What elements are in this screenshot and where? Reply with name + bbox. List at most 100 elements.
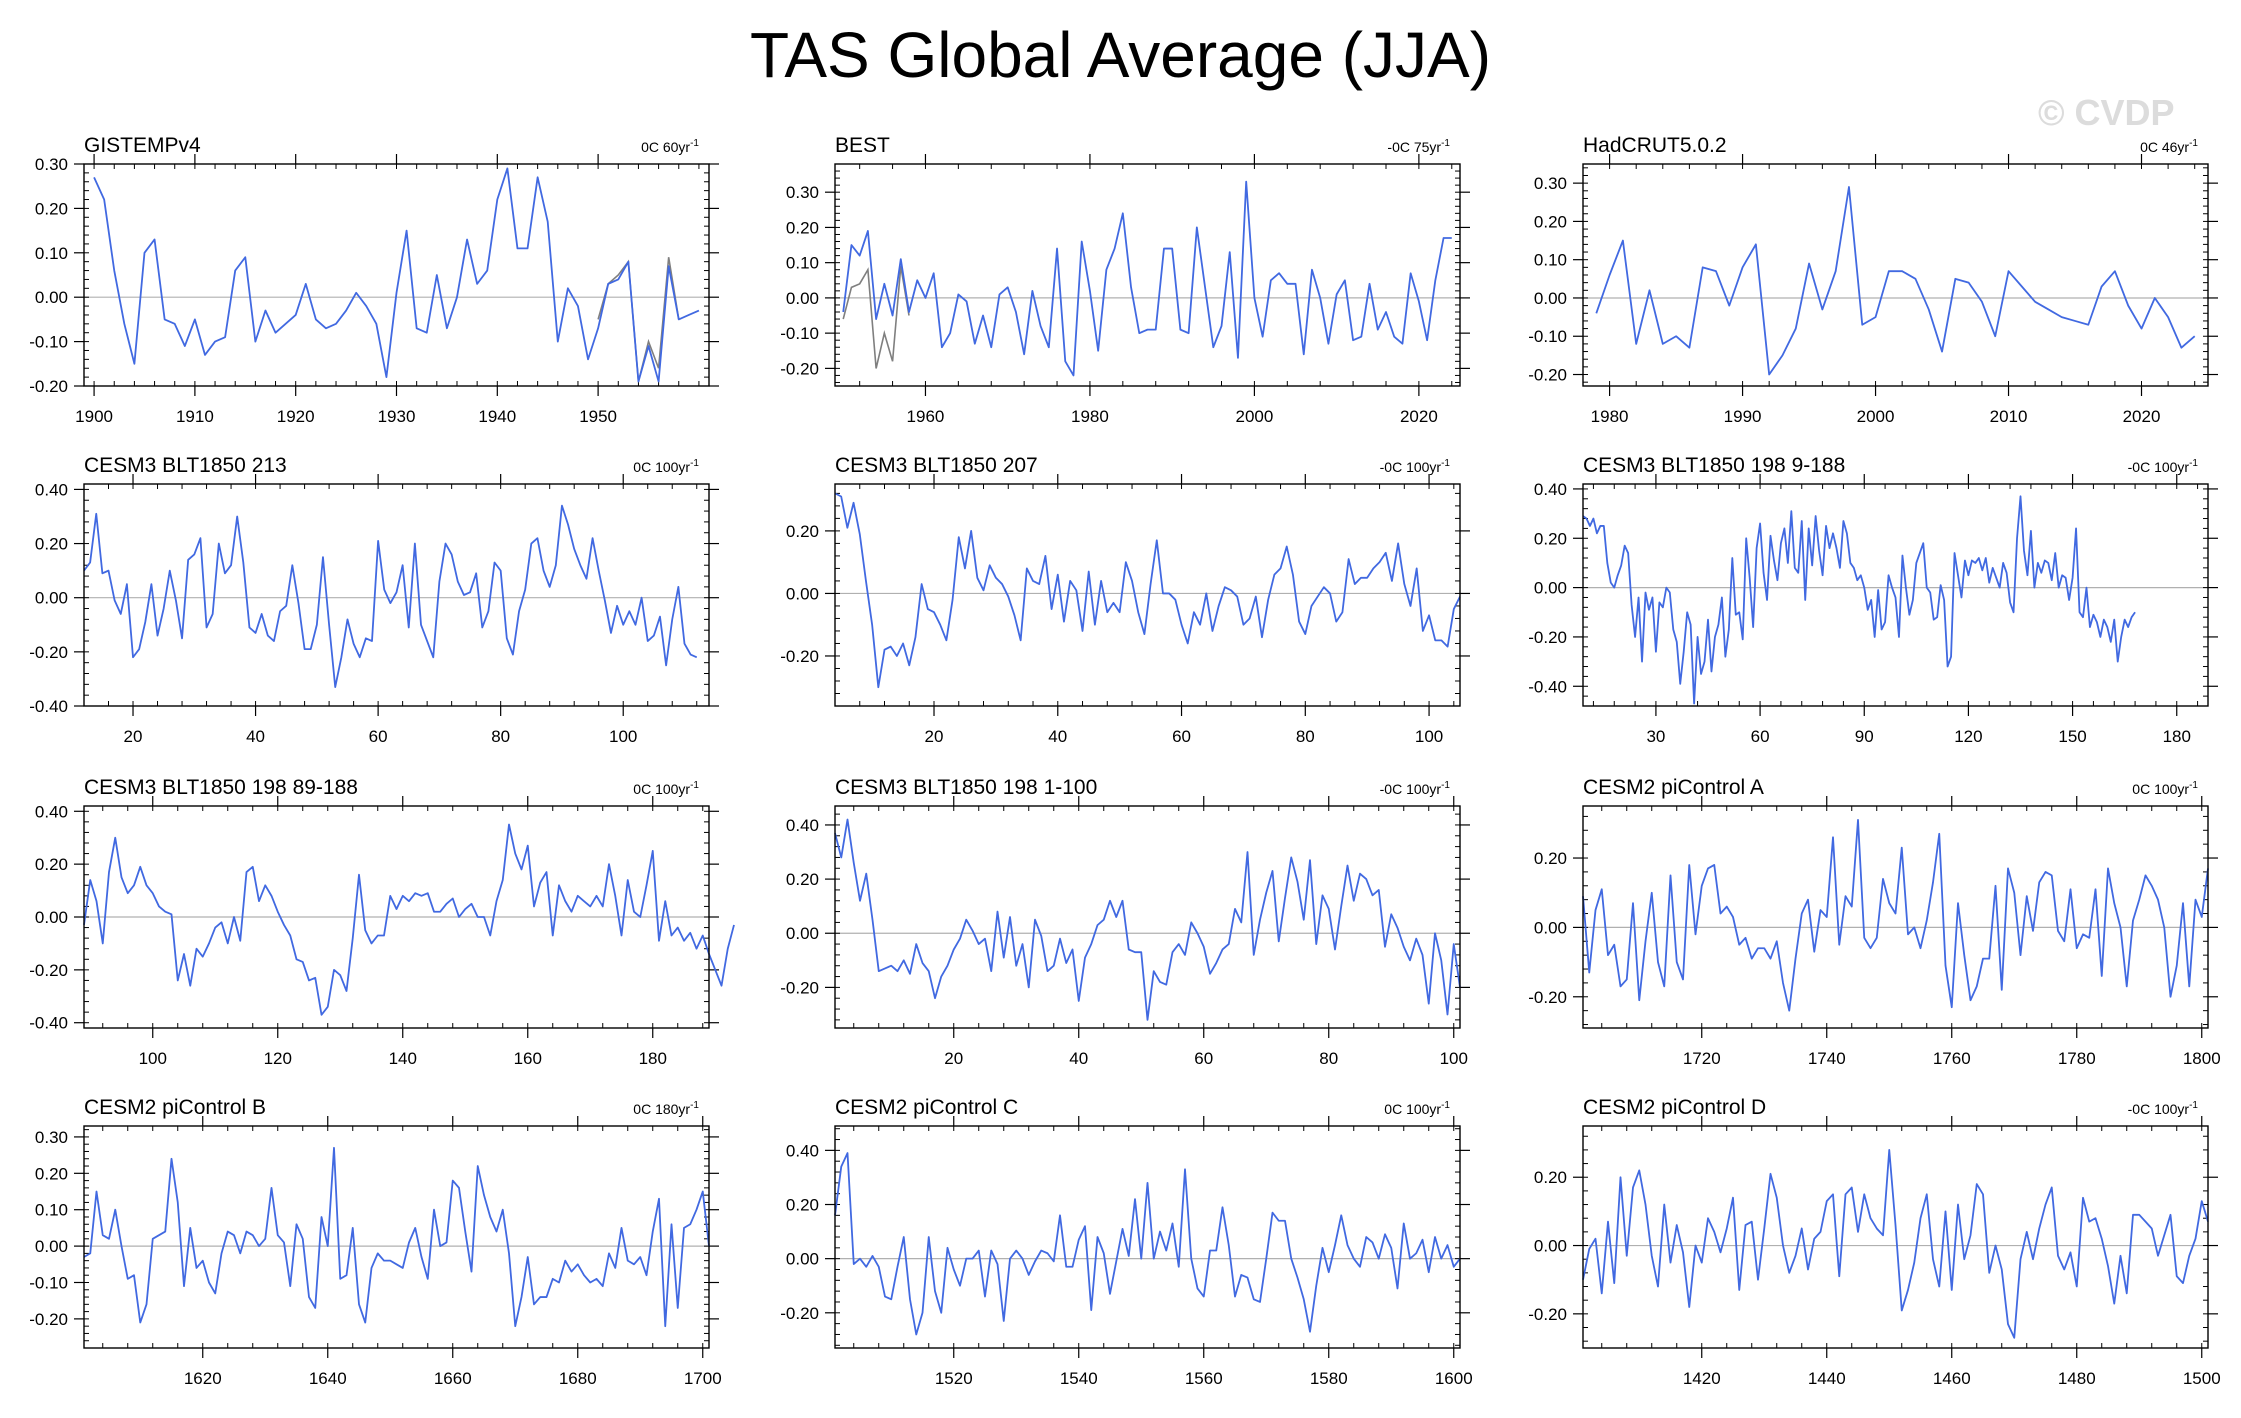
y-tick-label: 0.20 <box>35 855 68 874</box>
y-tick-label: -0.10 <box>780 324 819 343</box>
y-tick-label: 0.00 <box>35 1237 68 1256</box>
y-tick-label: -0.20 <box>780 978 819 997</box>
x-tick-label: 1920 <box>277 407 315 426</box>
x-tick-label: 60 <box>1194 1049 1213 1068</box>
x-tick-label: 60 <box>369 727 388 746</box>
y-tick-label: 0.20 <box>786 1196 819 1215</box>
series-line <box>1582 495 2136 705</box>
y-tick-label: -0.20 <box>29 643 68 662</box>
trend-exponent: -1 <box>2189 1100 2198 1111</box>
trend-label: 0C 60yr-1 <box>641 138 699 155</box>
x-tick-label: 1520 <box>935 1369 973 1388</box>
x-tick-label: 1680 <box>559 1369 597 1388</box>
x-tick-label: 20 <box>925 727 944 746</box>
y-tick-label: -0.40 <box>29 1014 68 1033</box>
trend-exponent: -1 <box>1441 780 1450 791</box>
panel-title: CESM3 BLT1850 198 1-100 <box>835 776 1097 799</box>
series-line <box>1582 1149 2209 1339</box>
x-tick-label: 1900 <box>75 407 113 426</box>
x-tick-label: 1460 <box>1933 1369 1971 1388</box>
x-tick-label: 1440 <box>1808 1369 1846 1388</box>
y-tick-label: 0.00 <box>35 908 68 927</box>
series-line <box>1582 818 2209 1012</box>
y-tick-label: 0.30 <box>1534 174 1567 193</box>
y-tick-label: 0.20 <box>35 535 68 554</box>
y-tick-label: 0.10 <box>1534 251 1567 270</box>
plot-frame <box>1582 483 2209 707</box>
series-line <box>93 167 700 383</box>
x-tick-label: 1980 <box>1591 407 1629 426</box>
x-tick-label: 1500 <box>2183 1369 2221 1388</box>
y-tick-label: 0.10 <box>35 244 68 263</box>
y-tick-label: -0.20 <box>780 359 819 378</box>
x-tick-label: 1660 <box>434 1369 472 1388</box>
panel-title: CESM3 BLT1850 213 <box>84 454 287 477</box>
panel-title: CESM3 BLT1850 207 <box>835 454 1038 477</box>
x-tick-label: 1940 <box>478 407 516 426</box>
x-tick-label: 120 <box>1954 727 1982 746</box>
y-tick-label: -0.10 <box>29 333 68 352</box>
y-tick-label: 0.20 <box>786 870 819 889</box>
x-tick-label: 120 <box>264 1049 292 1068</box>
plot-frame <box>834 1125 1461 1349</box>
x-tick-label: 2020 <box>1400 407 1438 426</box>
plot-frame <box>83 483 710 707</box>
y-tick-label: -0.20 <box>29 377 68 396</box>
panel-5: CESM3 BLT1850 207 -0C 100yr-1 -0.20 0.00 0.2… <box>780 454 1470 746</box>
y-tick-label: 0.30 <box>35 155 68 174</box>
x-tick-label: 60 <box>1172 727 1191 746</box>
x-tick-label: 1760 <box>1933 1049 1971 1068</box>
x-tick-label: 20 <box>124 727 143 746</box>
series-line <box>83 504 698 688</box>
plot-frame <box>83 163 710 387</box>
trend-exponent: -1 <box>1441 1100 1450 1111</box>
y-tick-label: -0.20 <box>1528 988 1567 1007</box>
x-tick-label: 90 <box>1855 727 1874 746</box>
y-tick-label: 0.00 <box>35 288 68 307</box>
plot-frame <box>1582 1125 2209 1349</box>
y-tick-label: 0.20 <box>35 1164 68 1183</box>
series-line <box>834 818 1461 1021</box>
trend-exponent: -1 <box>690 138 699 149</box>
trend-label: 0C 100yr-1 <box>1384 1100 1450 1117</box>
x-tick-label: 1980 <box>1071 407 1109 426</box>
y-tick-label: -0.10 <box>29 1273 68 1292</box>
trend-label: -0C 75yr-1 <box>1387 138 1450 155</box>
panel-1: GISTEMPv4 0C 60yr-1 -0.20 -0.10 0.00 0.10 0.20… <box>29 134 719 426</box>
x-tick-label: 160 <box>514 1049 542 1068</box>
plot-frame <box>834 483 1461 707</box>
x-tick-label: 30 <box>1646 727 1665 746</box>
x-tick-label: 80 <box>1296 727 1315 746</box>
x-tick-label: 80 <box>1319 1049 1338 1068</box>
panel-11: CESM2 piControl C 0C 100yr-1 -0.20 0.00 0.20… <box>780 1096 1472 1388</box>
y-tick-label: 0.20 <box>35 199 68 218</box>
panel-2: BEST -0C 75yr-1 -0.20 -0.10 0.00 0.10 0.20 0.30… <box>780 134 1470 426</box>
y-tick-label: -0.20 <box>1528 628 1567 647</box>
panel-title: CESM3 BLT1850 198 9-188 <box>1583 454 1845 477</box>
x-tick-label: 40 <box>246 727 265 746</box>
series-line <box>834 1152 1461 1336</box>
trend-exponent: -1 <box>1441 458 1450 469</box>
y-tick-label: 0.20 <box>786 218 819 237</box>
trend-label: 0C 100yr-1 <box>633 458 699 475</box>
x-tick-label: 1990 <box>1724 407 1762 426</box>
trend-label: 0C 100yr-1 <box>2132 780 2198 797</box>
x-tick-label: 1800 <box>2183 1049 2221 1068</box>
y-tick-label: 0.20 <box>1534 1168 1567 1187</box>
panel-8: CESM3 BLT1850 198 1-100 -0C 100yr-1 -0.20 0… <box>780 776 1470 1068</box>
y-tick-label: -0.40 <box>29 697 68 716</box>
y-tick-label: -0.40 <box>1528 677 1567 696</box>
panel-7: CESM3 BLT1850 198 89-188 0C 100yr-1 -0.40 -… <box>29 776 735 1068</box>
x-tick-label: 2000 <box>1235 407 1273 426</box>
x-tick-label: 1700 <box>684 1369 722 1388</box>
trend-label: -0C 100yr-1 <box>2128 458 2199 475</box>
x-tick-label: 1600 <box>1435 1369 1473 1388</box>
plot-frame <box>1582 805 2209 1029</box>
y-tick-label: -0.20 <box>29 961 68 980</box>
x-tick-label: 1560 <box>1185 1369 1223 1388</box>
x-tick-label: 1780 <box>2058 1049 2096 1068</box>
x-tick-label: 1540 <box>1060 1369 1098 1388</box>
x-tick-label: 100 <box>1415 727 1443 746</box>
x-tick-label: 1480 <box>2058 1369 2096 1388</box>
